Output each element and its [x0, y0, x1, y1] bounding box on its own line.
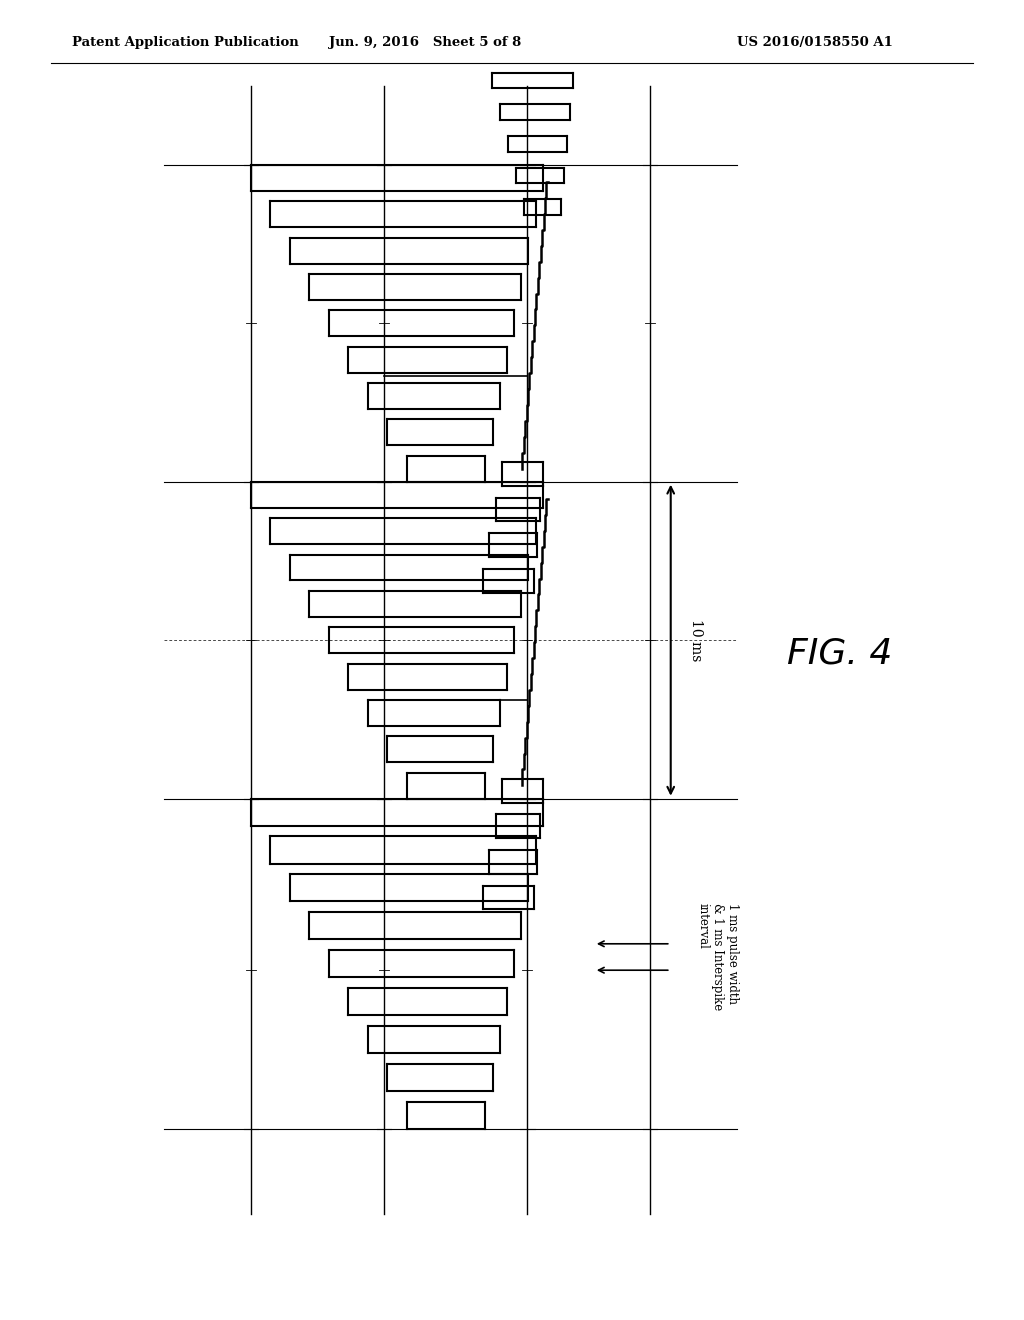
Text: Jun. 9, 2016   Sheet 5 of 8: Jun. 9, 2016 Sheet 5 of 8	[329, 36, 521, 49]
Text: FIG. 4: FIG. 4	[787, 636, 892, 671]
Text: 1 ms pulse width
& 1 ms Interspike
interval: 1 ms pulse width & 1 ms Interspike inter…	[696, 903, 739, 1011]
Text: Patent Application Publication: Patent Application Publication	[72, 36, 298, 49]
Text: US 2016/0158550 A1: US 2016/0158550 A1	[737, 36, 893, 49]
Text: 10 ms: 10 ms	[689, 619, 703, 661]
